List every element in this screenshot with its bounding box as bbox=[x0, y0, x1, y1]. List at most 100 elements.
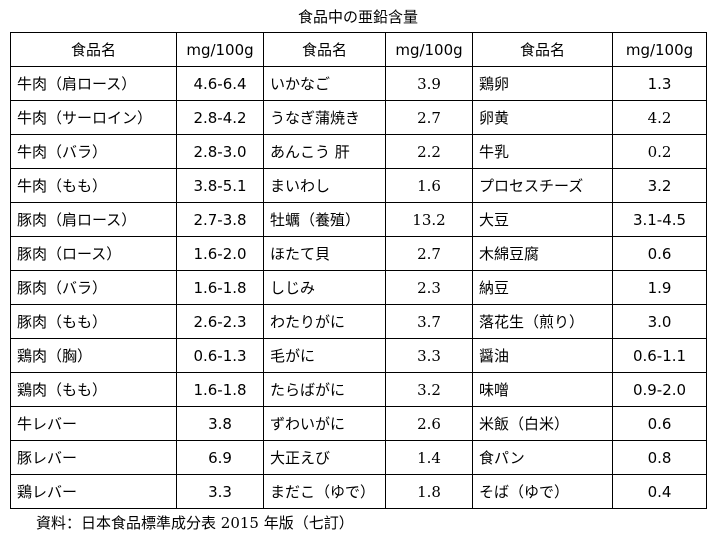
zinc-value: 1.6-1.8 bbox=[176, 270, 264, 305]
zinc-value: 0.6 bbox=[612, 406, 707, 441]
source-note: 資料：日本食品標準成分表 2015 年版（七訂） bbox=[36, 514, 354, 532]
food-name: 納豆 bbox=[472, 270, 613, 305]
zinc-value: 3.8-5.1 bbox=[176, 168, 264, 203]
zinc-value: 1.8 bbox=[385, 474, 473, 509]
header-cell: 食品名 bbox=[10, 32, 177, 67]
zinc-value: 4.2 bbox=[612, 100, 707, 135]
zinc-value: 1.6-2.0 bbox=[176, 236, 264, 271]
food-name: 豚肉（肩ロース） bbox=[10, 202, 177, 237]
food-name: 牛肉（肩ロース） bbox=[10, 66, 177, 101]
food-name: 鶏レバー bbox=[10, 474, 177, 509]
food-name: 木綿豆腐 bbox=[472, 236, 613, 271]
zinc-value: 4.6-6.4 bbox=[176, 66, 264, 101]
table-row: 牛肉（肩ロース） 4.6-6.4 いかなご 3.9 鶏卵 1.3 bbox=[10, 66, 707, 101]
zinc-value: 6.9 bbox=[176, 440, 264, 475]
zinc-value: 2.7-3.8 bbox=[176, 202, 264, 237]
zinc-value: 3.0 bbox=[612, 304, 707, 339]
food-name: ほたて貝 bbox=[263, 236, 386, 271]
food-name: うなぎ蒲焼き bbox=[263, 100, 386, 135]
zinc-value: 1.6-1.8 bbox=[176, 372, 264, 407]
header-row: 食品名 mg/100g 食品名 mg/100g 食品名 mg/100g bbox=[10, 32, 707, 67]
zinc-value: 3.9 bbox=[385, 66, 473, 101]
food-name: 牛乳 bbox=[472, 134, 613, 169]
zinc-value: 0.2 bbox=[612, 134, 707, 169]
food-name: いかなご bbox=[263, 66, 386, 101]
table-row: 牛レバー 3.8 ずわいがに 2.6 米飯（白米） 0.6 bbox=[10, 406, 707, 441]
food-name: 米飯（白米） bbox=[472, 406, 613, 441]
food-name: 卵黄 bbox=[472, 100, 613, 135]
table-row: 豚レバー 6.9 大正えび 1.4 食パン 0.8 bbox=[10, 440, 707, 475]
food-name: まいわし bbox=[263, 168, 386, 203]
table-row: 豚肉（ロース） 1.6-2.0 ほたて貝 2.7 木綿豆腐 0.6 bbox=[10, 236, 707, 271]
food-name: そば（ゆで） bbox=[472, 474, 613, 509]
zinc-value: 1.6 bbox=[385, 168, 473, 203]
zinc-table: 食品名 mg/100g 食品名 mg/100g 食品名 mg/100g 牛肉（肩ロース） 4.… bbox=[10, 32, 707, 509]
zinc-value: 2.6 bbox=[385, 406, 473, 441]
food-name: 毛がに bbox=[263, 338, 386, 373]
zinc-value: 3.3 bbox=[176, 474, 264, 509]
zinc-value: 0.8 bbox=[612, 440, 707, 475]
header-cell: mg/100g bbox=[176, 32, 264, 67]
food-name: 牛レバー bbox=[10, 406, 177, 441]
table-row: 牛肉（もも） 3.8-5.1 まいわし 1.6 プロセスチーズ 3.2 bbox=[10, 168, 707, 203]
food-name: 鶏卵 bbox=[472, 66, 613, 101]
food-name: 牛肉（サーロイン） bbox=[10, 100, 177, 135]
food-name: たらばがに bbox=[263, 372, 386, 407]
food-name: 鶏肉（胸） bbox=[10, 338, 177, 373]
zinc-value: 0.6 bbox=[612, 236, 707, 271]
zinc-value: 2.7 bbox=[385, 236, 473, 271]
table-row: 牛肉（バラ） 2.8-3.0 あんこう 肝 2.2 牛乳 0.2 bbox=[10, 134, 707, 169]
food-name: 味噌 bbox=[472, 372, 613, 407]
zinc-value: 3.2 bbox=[385, 372, 473, 407]
food-name: 豚肉（ロース） bbox=[10, 236, 177, 271]
table-title: 食品中の亜鉛含量 bbox=[297, 8, 418, 26]
food-name: 鶏肉（もも） bbox=[10, 372, 177, 407]
table-row: 豚肉（バラ） 1.6-1.8 しじみ 2.3 納豆 1.9 bbox=[10, 270, 707, 305]
zinc-value: 0.9-2.0 bbox=[612, 372, 707, 407]
food-name: 豚肉（バラ） bbox=[10, 270, 177, 305]
food-name: 大豆 bbox=[472, 202, 613, 237]
zinc-value: 2.8-3.0 bbox=[176, 134, 264, 169]
food-name: しじみ bbox=[263, 270, 386, 305]
food-name: 豚レバー bbox=[10, 440, 177, 475]
zinc-value: 2.2 bbox=[385, 134, 473, 169]
zinc-value: 13.2 bbox=[385, 202, 473, 237]
food-name: 牛肉（もも） bbox=[10, 168, 177, 203]
zinc-value: 1.4 bbox=[385, 440, 473, 475]
header-cell: mg/100g bbox=[385, 32, 473, 67]
zinc-value: 2.3 bbox=[385, 270, 473, 305]
food-name: ずわいがに bbox=[263, 406, 386, 441]
table-body: 食品名 mg/100g 食品名 mg/100g 食品名 mg/100g 牛肉（肩ロース） 4.… bbox=[10, 32, 707, 509]
zinc-value: 1.3 bbox=[612, 66, 707, 101]
zinc-value: 2.6-2.3 bbox=[176, 304, 264, 339]
food-name: わたりがに bbox=[263, 304, 386, 339]
food-name: まだこ（ゆで） bbox=[263, 474, 386, 509]
food-name: 牡蠣（養殖） bbox=[263, 202, 386, 237]
food-name: 豚肉（もも） bbox=[10, 304, 177, 339]
table-row: 鶏肉（もも） 1.6-1.8 たらばがに 3.2 味噌 0.9-2.0 bbox=[10, 372, 707, 407]
header-cell: mg/100g bbox=[612, 32, 707, 67]
table-row: 鶏肉（胸） 0.6-1.3 毛がに 3.3 醤油 0.6-1.1 bbox=[10, 338, 707, 373]
zinc-value: 3.8 bbox=[176, 406, 264, 441]
zinc-value: 1.9 bbox=[612, 270, 707, 305]
food-name: 牛肉（バラ） bbox=[10, 134, 177, 169]
food-name: プロセスチーズ bbox=[472, 168, 613, 203]
zinc-value: 3.1-4.5 bbox=[612, 202, 707, 237]
food-name: 大正えび bbox=[263, 440, 386, 475]
zinc-value: 0.6-1.1 bbox=[612, 338, 707, 373]
food-name: 食パン bbox=[472, 440, 613, 475]
zinc-value: 0.6-1.3 bbox=[176, 338, 264, 373]
zinc-value: 3.7 bbox=[385, 304, 473, 339]
food-name: 落花生（煎り） bbox=[472, 304, 613, 339]
food-name: あんこう 肝 bbox=[263, 134, 386, 169]
food-name: 醤油 bbox=[472, 338, 613, 373]
table-row: 豚肉（肩ロース） 2.7-3.8 牡蠣（養殖） 13.2 大豆 3.1-4.5 bbox=[10, 202, 707, 237]
zinc-value: 3.2 bbox=[612, 168, 707, 203]
header-cell: 食品名 bbox=[263, 32, 386, 67]
zinc-value: 3.3 bbox=[385, 338, 473, 373]
zinc-value: 0.4 bbox=[612, 474, 707, 509]
table-row: 鶏レバー 3.3 まだこ（ゆで） 1.8 そば（ゆで） 0.4 bbox=[10, 474, 707, 509]
zinc-value: 2.8-4.2 bbox=[176, 100, 264, 135]
table-row: 豚肉（もも） 2.6-2.3 わたりがに 3.7 落花生（煎り） 3.0 bbox=[10, 304, 707, 339]
